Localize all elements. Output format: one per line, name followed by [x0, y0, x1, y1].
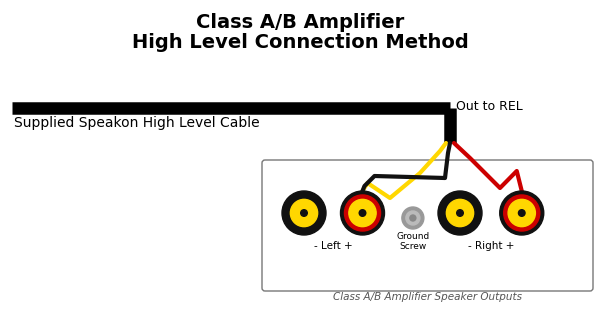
Circle shape — [446, 199, 473, 227]
Circle shape — [341, 191, 385, 235]
FancyBboxPatch shape — [262, 160, 593, 291]
Circle shape — [442, 195, 478, 231]
Circle shape — [410, 215, 416, 221]
Circle shape — [438, 191, 482, 235]
Circle shape — [504, 195, 540, 231]
Text: - Right +: - Right + — [467, 241, 514, 251]
Text: Supplied Speakon High Level Cable: Supplied Speakon High Level Cable — [14, 116, 260, 130]
Circle shape — [518, 210, 525, 216]
Circle shape — [500, 191, 544, 235]
Circle shape — [406, 211, 420, 225]
Circle shape — [349, 199, 376, 227]
Text: Class A/B Amplifier Speaker Outputs: Class A/B Amplifier Speaker Outputs — [333, 292, 522, 302]
Circle shape — [359, 210, 366, 216]
Circle shape — [508, 199, 535, 227]
Text: Class A/B Amplifier: Class A/B Amplifier — [196, 13, 404, 32]
Text: - Left +: - Left + — [314, 241, 353, 251]
Circle shape — [344, 195, 380, 231]
Circle shape — [282, 191, 326, 235]
Text: Out to REL: Out to REL — [456, 100, 523, 114]
Circle shape — [301, 210, 307, 216]
Circle shape — [457, 210, 463, 216]
Circle shape — [402, 207, 424, 229]
Text: Ground
Screw: Ground Screw — [396, 232, 430, 252]
Circle shape — [286, 195, 322, 231]
Text: High Level Connection Method: High Level Connection Method — [131, 33, 469, 52]
Circle shape — [290, 199, 317, 227]
